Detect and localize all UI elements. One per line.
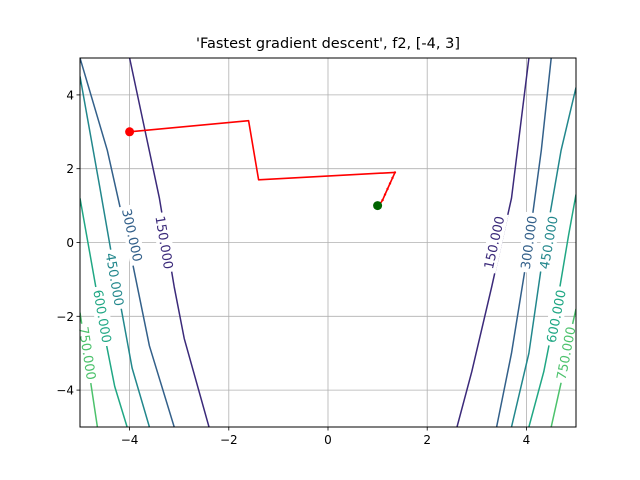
contour-label-gap: [516, 211, 541, 274]
descent-step-marker: [383, 193, 387, 196]
contour-label-gap: [151, 211, 178, 274]
x-tick-label: −2: [220, 433, 238, 447]
contour-label-300: 300.000: [516, 211, 541, 274]
descent-step-marker: [386, 187, 389, 191]
x-tick-label: 0: [324, 433, 332, 447]
y-tick-label: 0: [66, 236, 74, 250]
contour-line-150: [456, 58, 530, 427]
y-tick-label: −2: [56, 310, 74, 324]
contour-label-gap: [74, 322, 100, 385]
contour-label-gap: [479, 211, 509, 274]
x-tick-label: 4: [523, 433, 531, 447]
y-tick-label: 4: [66, 88, 74, 102]
descent-step-marker: [381, 198, 384, 202]
end-point: [373, 201, 383, 211]
x-tick-label: −4: [121, 433, 139, 447]
contour-label-gap: [89, 285, 116, 348]
descent-step-marker: [393, 171, 397, 174]
axis-ticks: −4 −2 0 2 4 −4 −2 0 2 4: [56, 88, 530, 447]
contour-label-gap: [552, 322, 580, 385]
contour-label-gap: [101, 248, 128, 311]
y-tick-label: −4: [56, 384, 74, 398]
descent-path: [125, 119, 397, 211]
y-tick-label: 2: [66, 162, 74, 176]
x-tick-label: 2: [423, 433, 431, 447]
descent-step-marker: [391, 176, 394, 180]
contour-label-gap: [542, 285, 570, 348]
contour-label-gap: [117, 204, 147, 267]
contour-label-text: 300.000: [519, 215, 541, 270]
chart-title: 'Fastest gradient descent', f2, [-4, 3]: [196, 36, 460, 52]
descent-step-marker: [388, 182, 392, 185]
start-point: [125, 127, 135, 137]
contour-label-gap: [535, 211, 562, 274]
